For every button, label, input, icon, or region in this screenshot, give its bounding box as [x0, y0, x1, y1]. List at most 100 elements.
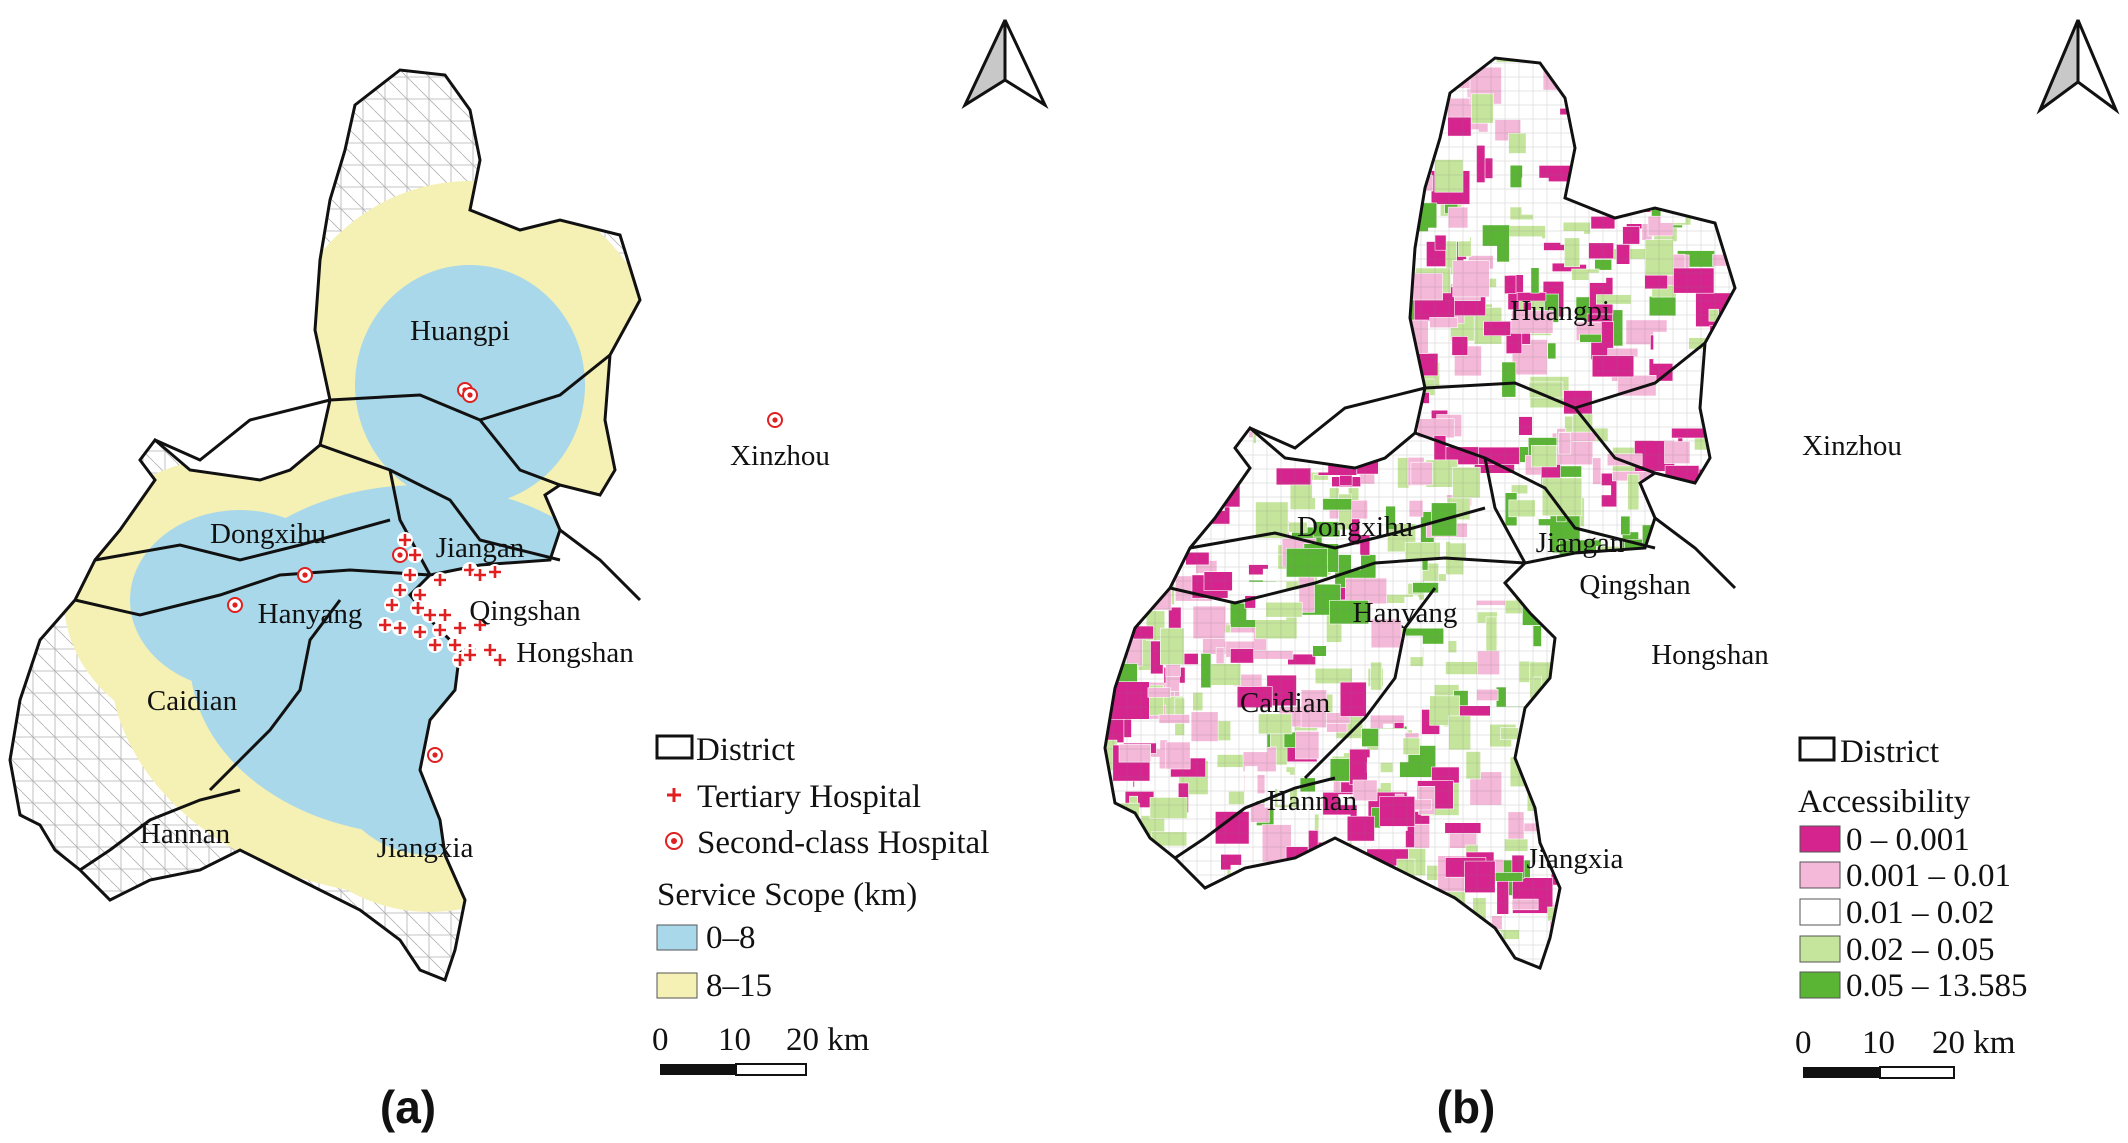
accessibility-patch [1309, 72, 1327, 83]
accessibility-patch [1202, 219, 1216, 237]
accessibility-patch [1778, 1021, 1795, 1053]
accessibility-patch [1951, 733, 1966, 743]
accessibility-patch [1999, 137, 2023, 151]
accessibility-patch [1819, 520, 1856, 529]
accessibility-patch [1752, 596, 1780, 631]
accessibility-patch [1731, 113, 1735, 148]
accessibility-patch [1348, 897, 1384, 925]
accessibility-patch [1239, 398, 1283, 432]
accessibility-patch [1161, 894, 1177, 920]
accessibility-patch [1974, 653, 2005, 663]
accessibility-patch [2001, 91, 2028, 107]
accessibility-patch [1995, 327, 2034, 335]
second-class-hospital-marker [227, 597, 243, 613]
district-boundary-line [1169, 556, 1526, 605]
accessibility-patch [1367, 308, 1410, 319]
accessibility-patch [1149, 974, 1166, 1008]
accessibility-patch [1915, 301, 1953, 337]
accessibility-patch [1903, 383, 1916, 413]
accessibility-patch [1133, 117, 1158, 153]
accessibility-patch [1542, 1000, 1578, 1023]
accessibility-patch [1191, 224, 1223, 248]
accessibility-patch [1199, 340, 1234, 351]
accessibility-patch [1766, 514, 1790, 528]
accessibility-patch [1948, 57, 1985, 80]
accessibility-patch [1842, 400, 1851, 409]
accessibility-patch [1580, 747, 1600, 780]
accessibility-patch [1877, 205, 1890, 223]
accessibility-patch [1653, 838, 1679, 876]
accessibility-patch [1271, 170, 1294, 182]
accessibility-patch [1245, 219, 1273, 256]
accessibility-patch [1562, 63, 1588, 88]
accessibility-patch [1821, 274, 1842, 303]
accessibility-patch [1734, 690, 1735, 726]
accessibility-patch [1334, 917, 1351, 939]
accessibility-patch [1225, 397, 1251, 425]
accessibility-patch [1930, 116, 1949, 127]
accessibility-patch [1875, 694, 1909, 705]
accessibility-patch [1178, 493, 1203, 515]
accessibility-patch [2026, 314, 2057, 333]
accessibility-patch [1759, 828, 1788, 855]
accessibility-patch [1902, 287, 1911, 304]
accessibility-patch [1978, 680, 1987, 712]
accessibility-patch [1924, 238, 1961, 247]
district-label-xinzhou: Xinzhou [730, 440, 830, 472]
accessibility-patch [1326, 58, 1337, 69]
accessibility-patch [1625, 850, 1644, 879]
accessibility-patch [1309, 888, 1319, 899]
accessibility-patch [1727, 309, 1735, 326]
accessibility-patch [1717, 857, 1735, 872]
accessibility-patch [1651, 1004, 1686, 1024]
accessibility-patch [1597, 679, 1619, 713]
accessibility-patch [1099, 972, 1116, 991]
accessibility-patch [1293, 857, 1306, 896]
accessibility-patch [1213, 172, 1247, 191]
accessibility-patch [1341, 228, 1354, 257]
accessibility-patch [2001, 150, 2028, 163]
accessibility-patch [2047, 218, 2057, 236]
accessibility-patch [1871, 590, 1882, 601]
accessibility-patch [1740, 679, 1763, 689]
accessibility-patch [1182, 161, 1196, 175]
accessibility-patch [1728, 891, 1735, 902]
accessibility-patch [2018, 576, 2028, 594]
accessibility-patch [1251, 881, 1283, 911]
accessibility-patch [1876, 127, 1904, 159]
accessibility-patch [1695, 170, 1734, 181]
accessibility-patch [1820, 364, 1831, 373]
accessibility-patch [1426, 58, 1462, 78]
district-boundary-line [1483, 457, 1527, 564]
accessibility-patch [1998, 818, 2014, 848]
accessibility-patch [1678, 957, 1698, 968]
accessibility-patch [1157, 270, 1170, 284]
accessibility-patch [1846, 641, 1867, 652]
accessibility-patch [1815, 523, 1830, 545]
accessibility-patch [1675, 825, 1703, 865]
accessibility-patch [1848, 164, 1875, 185]
accessibility-patch [1943, 45, 1955, 63]
accessibility-patch [1349, 134, 1391, 161]
accessibility-patch [1872, 309, 1890, 346]
second-class-hospital-marker [392, 547, 408, 563]
accessibility-patch [1794, 32, 1811, 44]
accessibility-patch [1558, 920, 1599, 951]
accessibility-patch [1756, 240, 1769, 257]
accessibility-patch [1993, 811, 2034, 837]
accessibility-patch [1359, 65, 1393, 99]
tertiary-hospital-marker [407, 547, 423, 563]
accessibility-patch [1914, 293, 1941, 302]
accessibility-patch [1753, 901, 1773, 924]
accessibility-patch [1694, 499, 1714, 523]
accessibility-patch [1306, 158, 1346, 184]
tertiary-hospital-marker [377, 617, 393, 633]
accessibility-patch [1607, 763, 1626, 790]
accessibility-patch [1818, 468, 1827, 485]
accessibility-patch [1690, 72, 1705, 84]
district-label-qingshan: Qingshan [469, 595, 581, 627]
accessibility-patch [1293, 389, 1305, 428]
accessibility-patch [1753, 434, 1785, 450]
accessibility-patch [1660, 154, 1701, 178]
accessibility-patch [1758, 806, 1800, 838]
